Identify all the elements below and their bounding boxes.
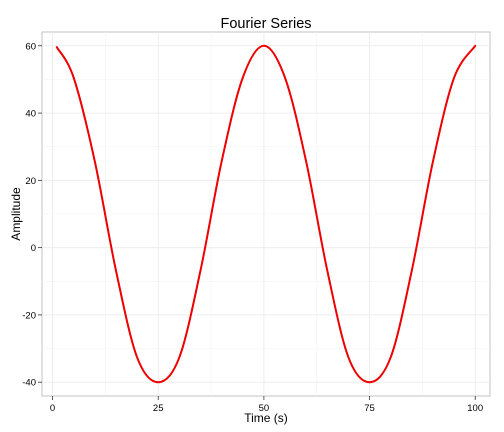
axis-ticks: 0 25 50 75 100 -40 -20 0 20 40 60 <box>22 41 483 414</box>
chart-title: Fourier Series <box>220 16 311 32</box>
y-tick-label: 60 <box>25 41 36 52</box>
x-axis-label: Time (s) <box>244 411 288 425</box>
y-axis-label: Amplitude <box>9 187 23 241</box>
grid <box>42 32 490 396</box>
y-tick-label: -40 <box>22 378 36 389</box>
y-tick-label: 20 <box>25 176 36 187</box>
x-tick-label: 75 <box>364 403 375 414</box>
x-tick-label: 0 <box>50 403 55 414</box>
y-tick-label: 0 <box>31 243 36 254</box>
x-tick-label: 100 <box>467 403 483 414</box>
y-tick-label: -20 <box>22 310 36 321</box>
x-tick-label: 25 <box>153 403 164 414</box>
series-layer <box>55 44 477 384</box>
y-tick-label: 40 <box>25 109 36 120</box>
x-tick-label: 50 <box>259 403 270 414</box>
series-line <box>55 44 477 384</box>
